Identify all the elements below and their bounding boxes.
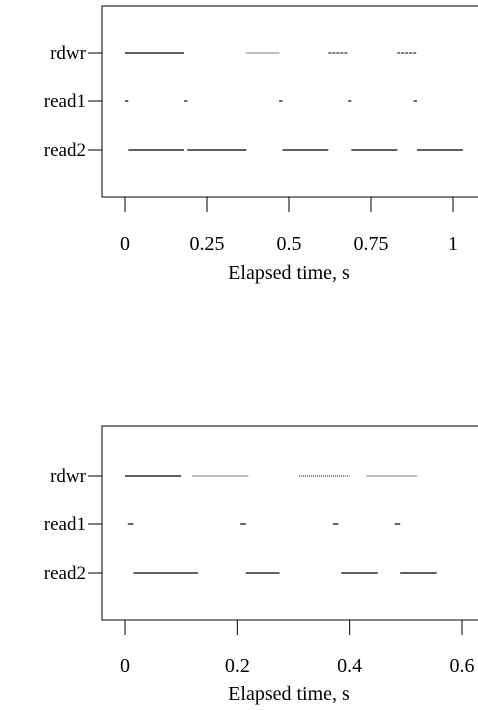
category-label: read2 — [44, 563, 86, 584]
category-label: read2 — [44, 140, 86, 161]
chart-1: rdwr read1 read2 0 0.25 0.5 0.75 1 Elapsed tim… — [44, 5, 478, 284]
category-label: rdwr — [50, 466, 87, 487]
category-label: rdwr — [50, 43, 87, 64]
x-tick-label: 0.6 — [450, 655, 475, 677]
x-tick-label: 0 — [120, 655, 130, 677]
x-tick-label: 0.75 — [354, 233, 389, 255]
category-label: read1 — [44, 91, 86, 112]
chart-2-x-axis-title: Elapsed time, s — [228, 683, 350, 705]
x-tick-label: 0 — [120, 233, 130, 255]
x-tick-label: 1 — [448, 233, 458, 255]
chart-1-frame — [101, 5, 478, 198]
x-tick-label: 0.5 — [277, 233, 302, 255]
chart-2: rdwr read1 read2 0 0.2 0.4 0.6 Elapsed time, … — [44, 425, 478, 705]
category-label: read1 — [44, 514, 86, 535]
x-tick-label: 0.25 — [190, 233, 225, 255]
chart-1-x-axis-title: Elapsed time, s — [228, 262, 350, 284]
x-tick-label: 0.2 — [225, 655, 250, 677]
x-tick-label: 0.4 — [337, 655, 362, 677]
chart-2-frame — [101, 425, 478, 621]
